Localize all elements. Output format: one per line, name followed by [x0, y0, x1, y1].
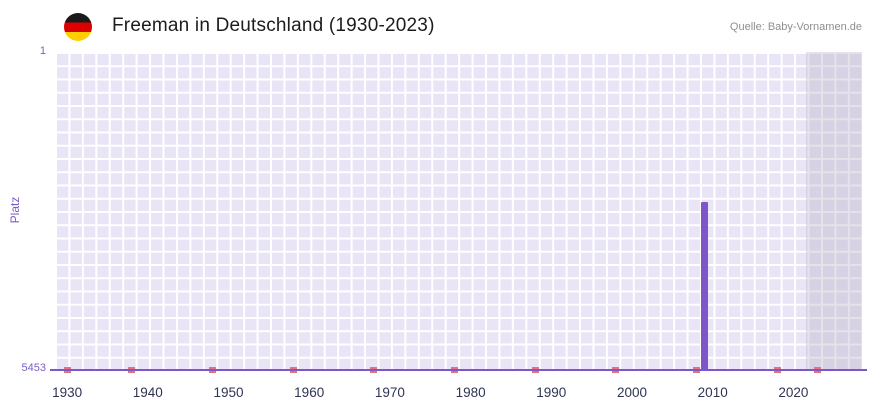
x-tick-label: 2020	[778, 385, 809, 400]
x-tick-label: 2010	[697, 385, 728, 400]
recent-years-shaded-region	[805, 52, 862, 370]
x-tick-label: 1980	[455, 385, 486, 400]
x-tick-label: 1970	[374, 385, 405, 400]
plot-area	[55, 52, 862, 373]
y-axis-title: Platz	[8, 196, 22, 224]
german-flag-icon	[64, 13, 92, 41]
x-tick-label: 1960	[294, 385, 325, 400]
x-tick-label: 1940	[132, 385, 163, 400]
chart-title: Freeman in Deutschland (1930-2023)	[112, 15, 435, 36]
x-tick-label: 1950	[213, 385, 244, 400]
x-tick-label: 1990	[536, 385, 567, 400]
x-tick-label: 2000	[616, 385, 648, 400]
x-axis-line	[50, 369, 867, 371]
y-axis-tick-top: 1	[39, 45, 46, 57]
rank-bar[interactable]	[701, 202, 709, 370]
y-axis-tick-bottom: 5453	[21, 362, 46, 374]
x-tick-label: 1930	[52, 385, 83, 400]
source-attribution: Quelle: Baby-Vornamen.de	[729, 21, 862, 33]
